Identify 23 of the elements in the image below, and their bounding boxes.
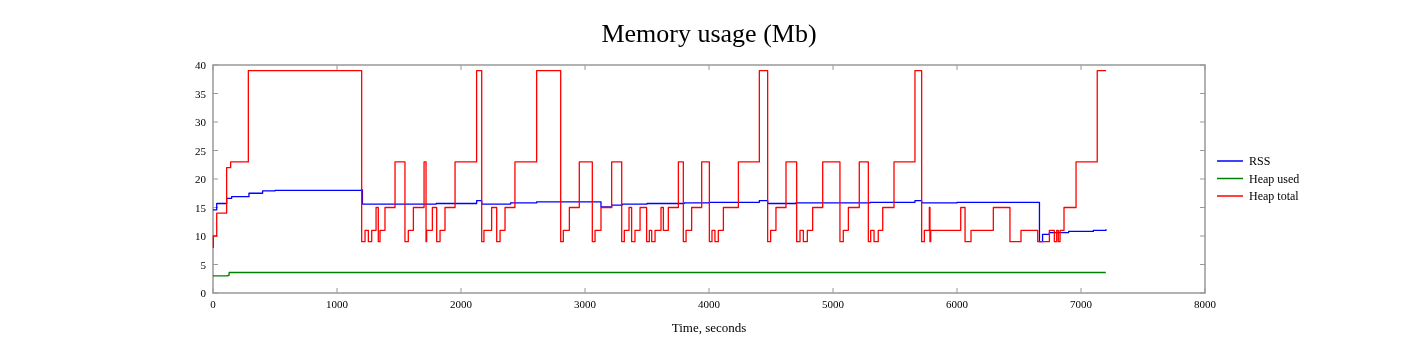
x-axis-title: Time, seconds (671, 320, 747, 335)
legend-label: Heap total (1249, 189, 1300, 203)
y-tick-label: 40 (195, 59, 207, 71)
x-tick-label: 4000 (698, 298, 721, 310)
y-tick-label: 35 (195, 87, 207, 100)
y-tick-label: 10 (195, 230, 207, 242)
y-tick-label: 15 (195, 201, 207, 214)
legend-label: Heap used (1249, 171, 1300, 186)
y-tick-label: 5 (200, 258, 207, 271)
x-tick-label: 3000 (574, 298, 597, 310)
x-tick-label: 2000 (450, 298, 473, 310)
x-tick-label: 1000 (326, 298, 349, 310)
y-tick-label: 30 (195, 116, 207, 128)
x-tick-label: 0 (210, 298, 217, 310)
x-tick-label: 8000 (1194, 298, 1217, 310)
x-tick-label: 5000 (822, 298, 845, 310)
y-tick-label: 25 (195, 144, 207, 157)
x-tick-label: 7000 (1070, 298, 1093, 310)
chart-title: Memory usage (Mb) (601, 19, 817, 48)
x-tick-label: 6000 (946, 298, 969, 310)
y-tick-label: 20 (195, 173, 207, 185)
legend-label: RSS (1249, 154, 1271, 168)
y-tick-label: 0 (200, 287, 207, 299)
